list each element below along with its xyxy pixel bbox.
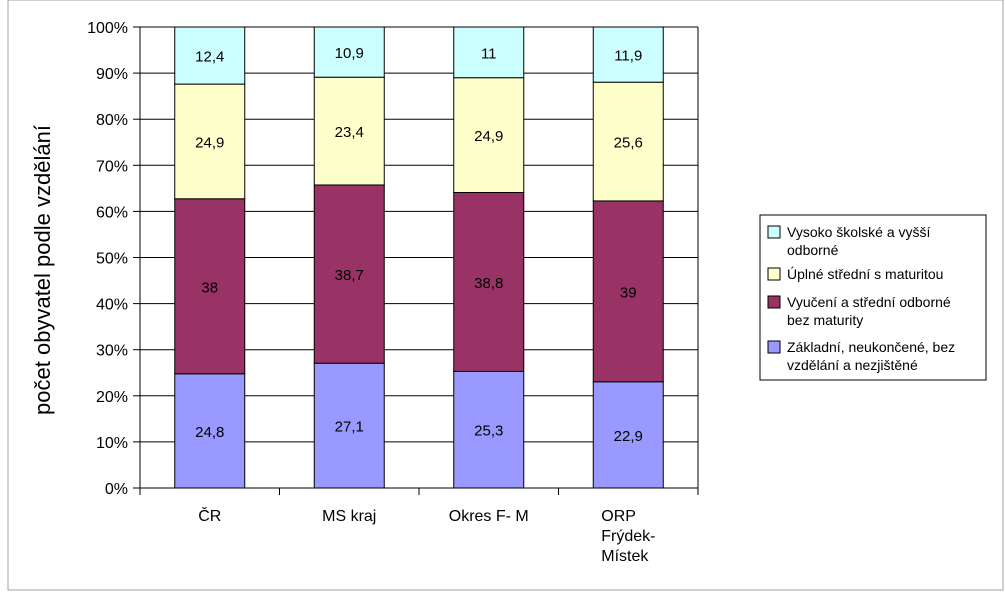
data-label: 24,9 [195, 134, 224, 151]
bar-segment [453, 77, 525, 193]
axes [133, 26, 699, 495]
x-tick-label: Okres F- M [449, 508, 529, 525]
bar-segment [592, 200, 664, 383]
legend-label: Úplné střední s maturitou [787, 266, 943, 282]
data-label: 11 [481, 45, 497, 62]
bar-segment [453, 26, 525, 79]
x-tick-labels: ČR MS kraj Okres F- M ORP Frýdek-Místek [198, 506, 655, 565]
bars [174, 26, 664, 489]
legend-label: Základní, neukončené, bez vzdělání a nezj… [787, 339, 955, 373]
bar-segment [313, 184, 385, 364]
y-tick-label: 0% [105, 481, 128, 498]
y-tick-label: 20% [96, 389, 128, 406]
bar-segment [174, 26, 246, 85]
data-label: 23,4 [335, 124, 364, 141]
data-label: 12,4 [195, 49, 224, 66]
data-label: 38,8 [474, 275, 503, 292]
y-tick-label: 50% [96, 251, 128, 268]
data-label: 24,8 [195, 424, 224, 441]
legend-swatch [767, 340, 781, 354]
data-label: 38,7 [335, 267, 364, 284]
legend: Vysoko školské a vyšší odborné Úplné střed… [759, 214, 987, 381]
data-label: 25,3 [474, 423, 503, 440]
bar-segment [174, 198, 246, 375]
y-tick-label: 10% [96, 435, 128, 452]
data-label: 38 [201, 279, 218, 296]
y-tick-label: 60% [96, 204, 128, 221]
y-tick-label: 70% [96, 158, 128, 175]
y-tick-label: 90% [96, 66, 128, 83]
bar-segment [453, 191, 525, 372]
data-label: 27,1 [335, 419, 364, 436]
legend-swatch [767, 295, 781, 309]
bar-segment [592, 81, 664, 202]
data-label: 24,9 [474, 128, 503, 145]
y-tick-label: 80% [96, 112, 128, 129]
legend-swatch [767, 267, 781, 281]
bar-segment [592, 26, 664, 83]
x-tick-label: ORP Frýdek-Místek [601, 508, 655, 565]
legend-label: Vyučení a střední odborné bez maturity [787, 294, 951, 328]
bar-segment [313, 76, 385, 186]
x-tick-label: MS kraj [322, 508, 376, 525]
chart-area-border [7, 0, 1004, 591]
y-axis-title: počet obyvatel podle vzdělání [30, 125, 55, 415]
y-tick-label: 100% [87, 20, 128, 37]
y-tick-label: 30% [96, 343, 128, 360]
bar-segment [313, 26, 385, 78]
data-label: 22,9 [614, 428, 643, 445]
legend-swatch [767, 225, 781, 239]
legend-box [759, 214, 987, 381]
bar-segment [174, 373, 246, 489]
data-label: 11,9 [614, 48, 642, 65]
y-tick-labels: 0% 10% 20% 30% 40% 50% 60% 70% 80% 90% 100% [87, 20, 128, 498]
x-tick-label: ČR [198, 506, 221, 525]
data-label: 10,9 [335, 45, 364, 62]
data-label: 39 [620, 284, 637, 301]
y-tick-label: 40% [96, 297, 128, 314]
data-label: 25,6 [614, 135, 643, 152]
legend-label: Vysoko školské a vyšší odborné [787, 224, 931, 258]
bar-labels: 24,8 38 24,9 12,4 27,1 38,7 23,4 10,9 25,3 38,8 24… [195, 45, 643, 445]
